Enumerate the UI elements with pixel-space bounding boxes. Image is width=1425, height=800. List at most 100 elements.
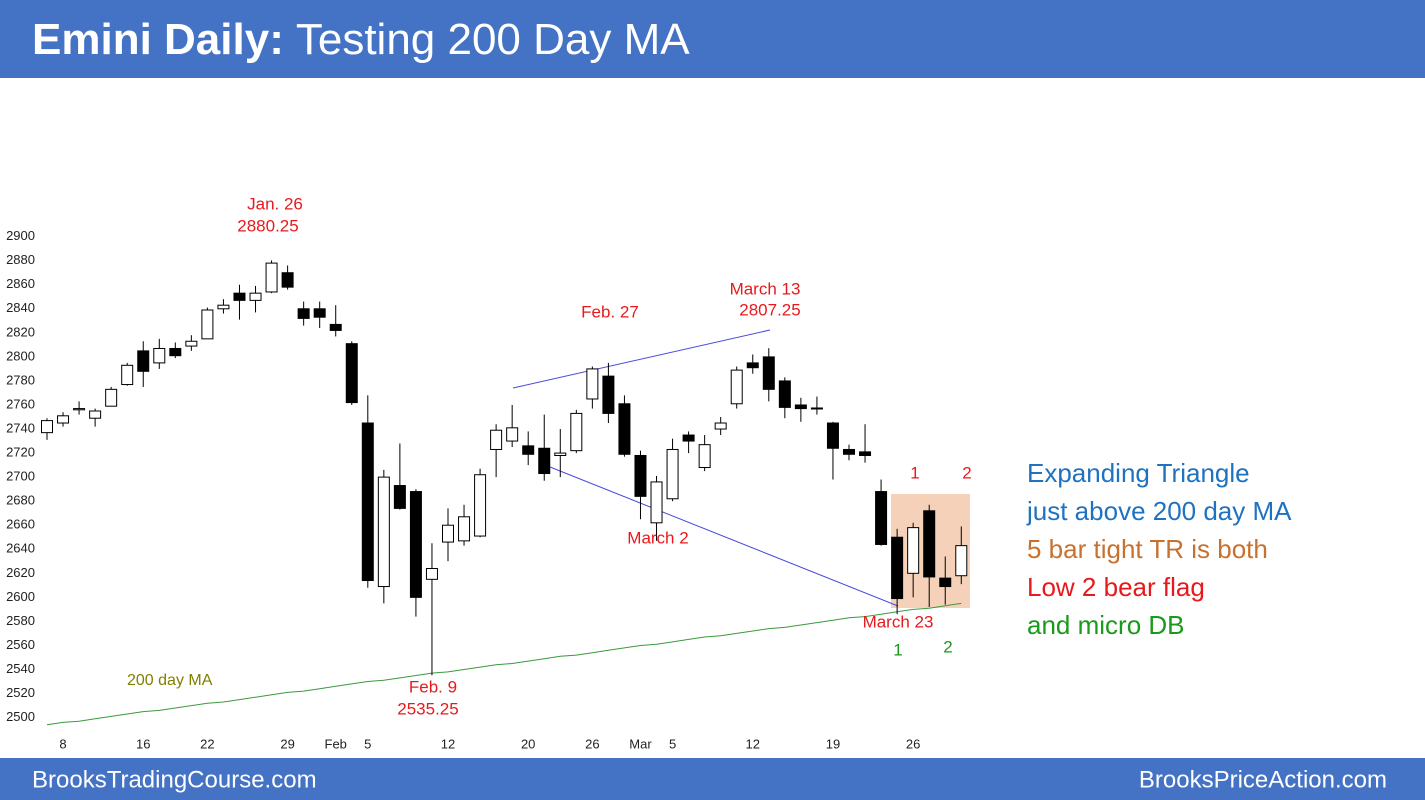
y-tick-label: 2680 <box>6 493 35 508</box>
candle-body <box>409 491 422 598</box>
y-tick-label: 2520 <box>6 685 35 700</box>
y-tick-label: 2700 <box>6 469 35 484</box>
x-tick-label: 5 <box>364 736 371 751</box>
candle-body <box>105 388 118 407</box>
candle-body <box>746 362 759 369</box>
candle-body <box>313 308 326 318</box>
candle-body <box>554 452 567 456</box>
note: and micro DB <box>1027 610 1185 640</box>
y-tick-label: 2580 <box>6 613 35 628</box>
note: Expanding Triangle <box>1027 458 1250 488</box>
candle-body <box>474 474 487 537</box>
annotation: March 13 <box>730 279 801 298</box>
annotation: 1 <box>893 640 902 659</box>
y-tick-label: 2880 <box>6 252 35 267</box>
candle-body <box>618 403 631 455</box>
y-tick-label: 2860 <box>6 276 35 291</box>
candle-body <box>843 448 855 455</box>
candle-body <box>233 292 246 301</box>
candle-body <box>875 491 888 545</box>
candle-body <box>185 340 198 347</box>
y-tick-label: 2620 <box>6 565 35 580</box>
x-tick-label: Feb <box>325 736 347 751</box>
y-tick-label: 2540 <box>6 661 35 676</box>
y-tick-label: 2660 <box>6 517 35 532</box>
candle-body <box>859 451 872 456</box>
candle-body <box>826 422 839 449</box>
annotation: Feb. 27 <box>581 302 639 321</box>
candle-body <box>329 323 342 331</box>
trend-line <box>544 464 899 607</box>
candle-body <box>458 516 471 542</box>
y-tick-label: 2780 <box>6 372 35 387</box>
candle-body <box>794 404 807 410</box>
ma-label: 200 day MA <box>127 672 213 689</box>
candle-body <box>57 415 70 424</box>
footer-right: BrooksPriceAction.com <box>1139 766 1387 793</box>
candle-body <box>490 429 503 450</box>
plot: 2500252025402560258026002620264026602680… <box>6 194 1292 751</box>
x-tick-label: 12 <box>441 736 455 751</box>
candle-body <box>538 447 551 475</box>
candle-body <box>570 412 583 452</box>
x-tick-label: 26 <box>906 736 920 751</box>
title-bold: Emini Daily: <box>32 15 284 64</box>
candle-body <box>506 427 519 442</box>
candle-body <box>217 304 230 310</box>
x-tick-label: 12 <box>746 736 760 751</box>
candle-body <box>650 481 663 524</box>
y-tick-label: 2820 <box>6 324 35 339</box>
x-tick-label: 5 <box>669 736 676 751</box>
footer-left: BrooksTradingCourse.com <box>32 766 317 793</box>
x-tick-label: 26 <box>585 736 599 751</box>
y-tick-label: 2600 <box>6 589 35 604</box>
candle-body <box>762 356 775 390</box>
ma-line <box>46 602 962 726</box>
annotation: March 2 <box>627 528 688 547</box>
candle-body <box>891 536 904 600</box>
candle-body <box>169 347 182 357</box>
annotation: 2535.25 <box>397 699 458 718</box>
candle-body <box>442 524 454 543</box>
annotation: 2880.25 <box>237 216 298 235</box>
candle-body <box>297 308 310 319</box>
annotation: March 23 <box>863 612 934 631</box>
candle-body <box>281 272 294 288</box>
candle-body <box>522 445 535 455</box>
footer-bar <box>0 758 1425 800</box>
candle-body <box>249 292 262 301</box>
candle-body <box>361 422 374 582</box>
annotation: Jan. 26 <box>247 194 303 213</box>
x-tick-label: 29 <box>280 736 294 751</box>
candle-body <box>41 420 53 434</box>
candle-body <box>586 368 599 400</box>
candle-body <box>602 375 615 414</box>
candle-body <box>345 343 358 404</box>
x-tick-label: 20 <box>521 736 535 751</box>
candle-body <box>955 545 968 577</box>
candle-body <box>634 454 647 497</box>
candle-body <box>923 510 936 578</box>
title: Emini Daily: Testing 200 Day MA <box>32 15 690 64</box>
annotation: 2807.25 <box>739 300 800 319</box>
candle-body <box>265 262 278 293</box>
candle-body <box>810 407 823 410</box>
candle-body <box>939 577 952 588</box>
note: just above 200 day MA <box>1026 496 1292 526</box>
x-tick-label: 8 <box>59 736 66 751</box>
candle-body <box>778 380 791 408</box>
annotation: Feb. 9 <box>409 677 457 696</box>
header-bar <box>0 0 1425 78</box>
y-tick-label: 2840 <box>6 300 35 315</box>
candle-body <box>730 369 743 405</box>
title-rest: Testing 200 Day MA <box>296 15 690 64</box>
candle-body <box>121 364 134 386</box>
x-tick-label: 16 <box>136 736 150 751</box>
x-tick-label: 19 <box>826 736 840 751</box>
candle-body <box>153 347 166 364</box>
note: Low 2 bear flag <box>1027 572 1205 602</box>
candle-body <box>425 568 438 580</box>
y-tick-label: 2900 <box>6 228 35 243</box>
candle-body <box>393 485 406 509</box>
